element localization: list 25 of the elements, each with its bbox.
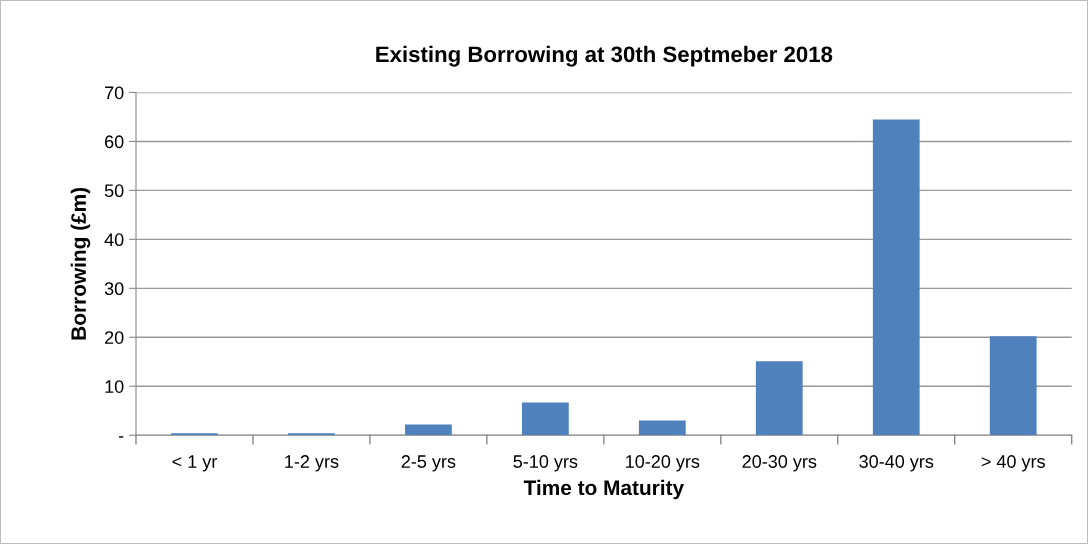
x-tick-label: > 40 yrs [981,455,1045,472]
y-tick-label: 70 [105,86,124,100]
bar [405,424,452,436]
x-tick-label: < 1 yr [172,455,218,472]
bar [872,119,920,436]
x-tick-label: 2-5 yrs [401,455,456,472]
x-tick-label: 20-30 yrs [742,455,817,472]
y-tick-label: 10 [105,380,124,393]
y-tick-label: 40 [104,233,124,247]
bar [521,402,569,436]
bar [989,336,1037,436]
x-tick-label: 30-40 yrs [859,455,934,472]
y-tick-label: 50 [104,184,124,198]
y-axis-title: Borrowing (£m) [70,187,91,340]
y-tick-label: - [118,436,124,438]
y-tick-label: 60 [105,135,124,149]
x-tick-label: 1-2 yrs [285,455,339,472]
chart-title: Existing Borrowing at 30th Septmeber 2018 [376,45,833,67]
bar [638,420,686,436]
x-tick-label: 10-20 yrs [626,455,700,472]
y-tick-label: 20 [105,331,124,344]
x-axis-title: Time to Maturity [523,479,684,500]
x-tick-label: 5-10 yrs [513,455,578,472]
bar [755,361,803,436]
y-tick-label: 30 [104,282,124,296]
